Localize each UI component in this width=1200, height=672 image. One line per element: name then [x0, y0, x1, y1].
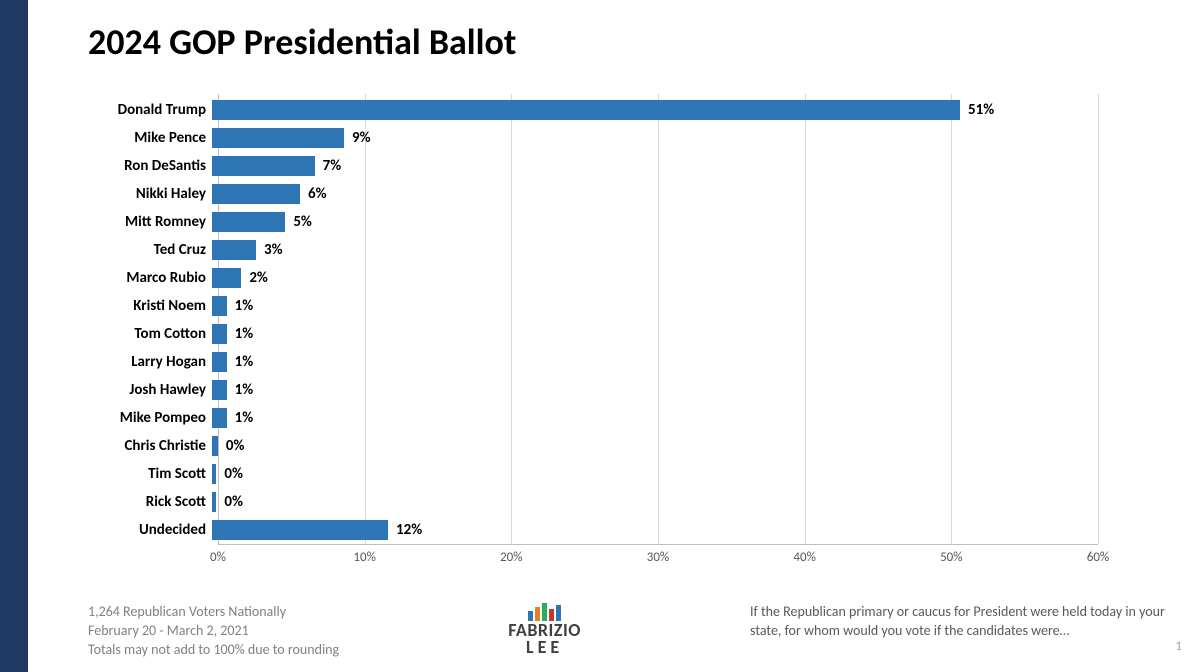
x-tick-label: 20% [500, 550, 522, 565]
bar-value: 2% [249, 269, 268, 287]
bar-value: 1% [235, 409, 254, 427]
bar-label: Tim Scott [88, 465, 212, 483]
x-axis-line [218, 544, 1098, 545]
bar [212, 408, 227, 428]
bar-value: 3% [264, 241, 283, 259]
x-tick-label: 10% [353, 550, 375, 565]
bar-value: 51% [968, 101, 994, 119]
bar-label: Chris Christie [88, 437, 212, 455]
bar-row: Donald Trump 51% [88, 96, 1128, 124]
bar-value: 5% [293, 213, 312, 231]
bar-label: Mike Pompeo [88, 409, 212, 427]
bar-label: Larry Hogan [88, 353, 212, 371]
date-range: February 20 - March 2, 2021 [88, 622, 339, 641]
bar-label: Kristi Noem [88, 297, 212, 315]
bar-row: Mitt Romney 5% [88, 208, 1128, 236]
bar-row: Kristi Noem 1% [88, 292, 1128, 320]
bar-value: 7% [323, 157, 342, 175]
bar-value: 0% [224, 465, 243, 483]
bar-row: Ted Cruz 3% [88, 236, 1128, 264]
side-stripe [0, 0, 28, 672]
logo-text: FABRIZIO LEE [508, 622, 581, 656]
question-text: If the Republican primary or caucus for … [750, 603, 1170, 641]
bar-value: 9% [352, 129, 371, 147]
logo-line2: LEE [508, 639, 581, 656]
bar-label: Ted Cruz [88, 241, 212, 259]
bar-label: Mike Pence [88, 129, 212, 147]
bar-label: Donald Trump [88, 101, 212, 119]
bar-label: Undecided [88, 521, 212, 539]
chart-title: 2024 GOP Presidential Ballot [88, 20, 1160, 64]
bar-row: Josh Hawley 1% [88, 376, 1128, 404]
bar-row: Chris Christie 0% [88, 432, 1128, 460]
bar [212, 184, 300, 204]
slide: 2024 GOP Presidential Ballot 0%10%20%30%… [28, 0, 1200, 672]
x-tick-label: 40% [793, 550, 815, 565]
bar-label: Tom Cotton [88, 325, 212, 343]
bar [212, 296, 227, 316]
bar-value: 1% [235, 297, 254, 315]
bar-label: Nikki Haley [88, 185, 212, 203]
bar-label: Marco Rubio [88, 269, 212, 287]
bar-value: 1% [235, 325, 254, 343]
bar [212, 464, 216, 484]
bar-row: Marco Rubio 2% [88, 264, 1128, 292]
bar-value: 12% [396, 521, 422, 539]
bar-row: Mike Pence 9% [88, 124, 1128, 152]
bar-value: 6% [308, 185, 327, 203]
bar [212, 380, 227, 400]
footer-left: 1,264 Republican Voters Nationally Febru… [88, 603, 339, 660]
bar-value: 0% [224, 493, 243, 511]
bar-row: Rick Scott 0% [88, 488, 1128, 516]
bar-label: Rick Scott [88, 493, 212, 511]
bar-label: Josh Hawley [88, 381, 212, 399]
bar-row: Tom Cotton 1% [88, 320, 1128, 348]
bar [212, 352, 227, 372]
bar-label: Ron DeSantis [88, 157, 212, 175]
bar-label: Mitt Romney [88, 213, 212, 231]
rounding-note: Totals may not add to 100% due to roundi… [88, 641, 339, 660]
bar [212, 212, 285, 232]
bar-row: Mike Pompeo 1% [88, 404, 1128, 432]
bar-row: Ron DeSantis 7% [88, 152, 1128, 180]
bar [212, 128, 344, 148]
x-tick-label: 60% [1087, 550, 1109, 565]
bar [212, 492, 216, 512]
bar-row: Larry Hogan 1% [88, 348, 1128, 376]
sample-size: 1,264 Republican Voters Nationally [88, 603, 339, 622]
bar-value: 1% [235, 381, 254, 399]
bar-value: 1% [235, 353, 254, 371]
bar [212, 100, 960, 120]
bar-row: Tim Scott 0% [88, 460, 1128, 488]
x-tick-label: 0% [210, 550, 226, 565]
bar [212, 436, 218, 456]
logo: FABRIZIO LEE [508, 603, 581, 656]
page-number: 1 [1175, 639, 1182, 654]
bar [212, 520, 388, 540]
bar [212, 324, 227, 344]
bar [212, 240, 256, 260]
bar [212, 156, 315, 176]
footer: 1,264 Republican Voters Nationally Febru… [88, 603, 1170, 660]
bar [212, 268, 241, 288]
bar-row: Undecided 12% [88, 516, 1128, 544]
bar-value: 0% [226, 437, 245, 455]
bar-chart: 0% 10% 20% 30% 40% 50% 60% Donald Trump 51% Mike … [88, 94, 1128, 574]
x-tick-label: 50% [940, 550, 962, 565]
x-tick-label: 30% [647, 550, 669, 565]
bar-row: Nikki Haley 6% [88, 180, 1128, 208]
